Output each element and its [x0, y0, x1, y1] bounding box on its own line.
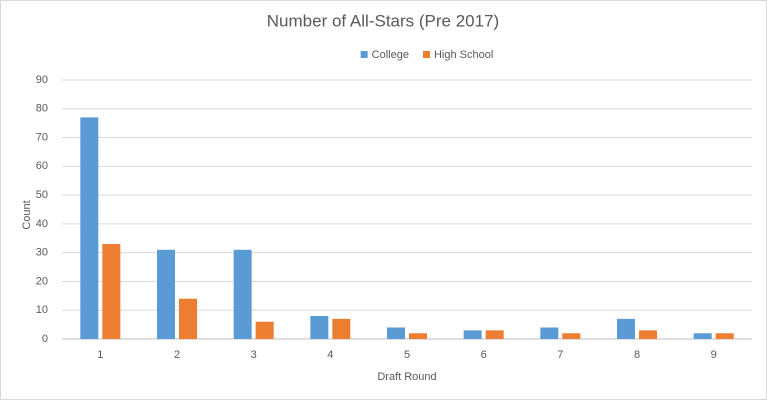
- bar: [310, 315, 329, 339]
- legend-swatch: [360, 51, 368, 58]
- y-tick-label: 10: [36, 304, 48, 316]
- bar: [179, 298, 197, 339]
- y-tick-label: 90: [36, 74, 48, 86]
- bar: [693, 333, 712, 339]
- bar: [255, 321, 274, 339]
- bar: [409, 333, 427, 339]
- bar: [463, 330, 482, 339]
- bar: [332, 318, 351, 339]
- y-tick-label: 80: [36, 103, 48, 115]
- x-tick-label: 9: [711, 349, 717, 361]
- y-tick-label: 40: [36, 218, 48, 230]
- x-tick-label: 1: [97, 349, 103, 361]
- legend-swatch: [422, 51, 430, 58]
- x-tick-label: 2: [174, 349, 180, 361]
- x-tick-label: 4: [327, 349, 333, 361]
- legend-label: College: [372, 49, 409, 61]
- x-tick-label: 6: [481, 349, 487, 361]
- chart-title: Number of All-Stars (Pre 2017): [267, 11, 499, 30]
- y-tick-label: 0: [42, 333, 48, 345]
- x-tick-label: 5: [404, 349, 410, 361]
- x-tick-label: 8: [634, 349, 640, 361]
- bar: [562, 333, 581, 339]
- y-tick-label: 30: [36, 247, 48, 259]
- x-tick-label: 3: [251, 349, 257, 361]
- bar: [157, 249, 175, 339]
- legend-label: High School: [434, 49, 493, 61]
- bar: [639, 330, 657, 339]
- bar: [80, 117, 99, 340]
- y-tick-label: 60: [36, 160, 48, 172]
- bar: [485, 330, 504, 339]
- bar: [102, 244, 121, 339]
- y-axis-label: Count: [21, 200, 33, 229]
- bar: [387, 327, 405, 339]
- bar: [715, 333, 734, 339]
- x-tick-label: 7: [557, 349, 563, 361]
- bar: [617, 318, 635, 339]
- y-tick-label: 20: [36, 275, 48, 287]
- bar: [540, 327, 559, 339]
- bar: [233, 249, 252, 339]
- x-axis-label: Draft Round: [377, 371, 436, 383]
- y-tick-label: 70: [36, 131, 48, 143]
- y-tick-label: 50: [36, 189, 48, 201]
